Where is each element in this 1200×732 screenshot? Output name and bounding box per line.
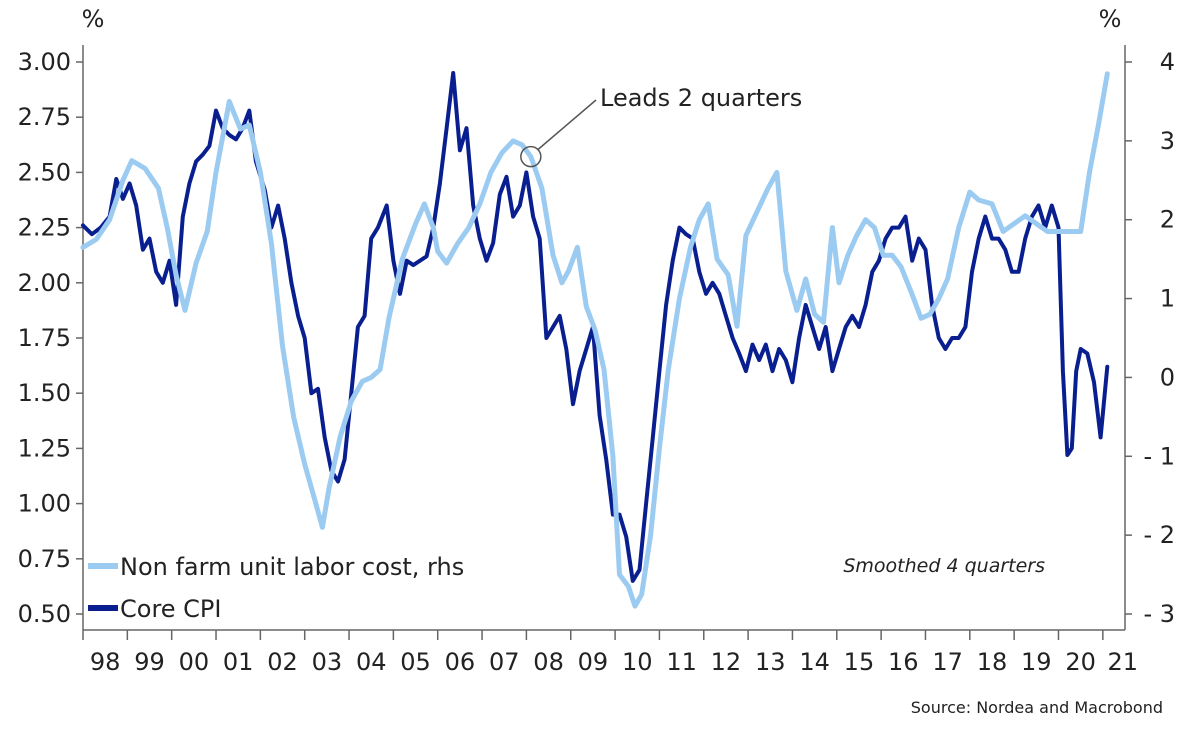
x-tick-label: 99 (134, 648, 165, 676)
x-tick-label: 02 (267, 648, 298, 676)
x-tick-label: 19 (1021, 648, 1052, 676)
right-tick-label: - 3 (1143, 600, 1175, 628)
x-tick-label: 21 (1108, 648, 1139, 676)
x-tick-label: 15 (844, 648, 875, 676)
left-tick-label: 2.25 (18, 214, 71, 242)
axes: 3.00 2.75 2.50 2.25 2.00 1.75 1.50 1.25 1.00 0.75… (18, 45, 1175, 676)
right-tick-label: 0 (1160, 363, 1175, 391)
x-tick-label: 05 (400, 648, 431, 676)
x-tick-label: 18 (977, 648, 1008, 676)
annotation: Leads 2 quarters (520, 84, 802, 168)
left-tick-label: 0.50 (18, 600, 71, 628)
x-tick-label: 10 (622, 648, 653, 676)
x-tick-label: 16 (888, 648, 919, 676)
right-tick-label: - 2 (1143, 521, 1175, 549)
x-tick-label: 06 (445, 648, 476, 676)
x-tick-label: 01 (223, 648, 254, 676)
x-tick-label: 07 (489, 648, 520, 676)
x-tick-label: 00 (179, 648, 210, 676)
x-tick-label: 13 (755, 648, 786, 676)
left-axis-unit: % (82, 5, 105, 33)
series-line-non-farm-unit-labor-cost-rhs (80, 71, 1110, 609)
right-tick-label: 4 (1160, 48, 1175, 76)
legend: Non farm unit labor cost, rhs Core CPI (88, 553, 464, 623)
source-text: Source: Nordea and Macrobond (911, 698, 1163, 717)
left-tick-label: 2.50 (18, 158, 71, 186)
left-tick-label: 1.50 (18, 379, 71, 407)
annotation-marker (520, 145, 542, 168)
chart-note: Smoothed 4 quarters (843, 555, 1045, 577)
left-tick-label: 1.00 (18, 490, 71, 518)
x-tick-label: 08 (533, 648, 564, 676)
x-tick-label: 11 (666, 648, 697, 676)
right-tick-label: 3 (1160, 127, 1175, 155)
x-tick-label: 12 (711, 648, 742, 676)
series-layer (80, 71, 1110, 609)
left-tick-label: 3.00 (18, 48, 71, 76)
left-tick-label: 1.25 (18, 434, 71, 462)
left-tick-label: 1.75 (18, 324, 71, 352)
right-axis-unit: % (1099, 5, 1122, 33)
legend-label-core-cpi: Core CPI (120, 595, 221, 623)
annotation-text: Leads 2 quarters (600, 84, 802, 112)
legend-label-labor-cost: Non farm unit labor cost, rhs (120, 553, 464, 581)
right-tick-label: - 1 (1143, 442, 1175, 470)
x-tick-label: 98 (90, 648, 121, 676)
x-tick-label: 20 (1065, 648, 1096, 676)
x-tick-label: 09 (578, 648, 609, 676)
left-tick-label: 2.75 (18, 103, 71, 131)
right-tick-label: 2 (1160, 206, 1175, 234)
annotation-leader-line (537, 99, 597, 151)
x-tick-label: 04 (356, 648, 387, 676)
x-tick-label: 03 (312, 648, 343, 676)
left-tick-label: 0.75 (18, 545, 71, 573)
left-tick-label: 2.00 (18, 269, 71, 297)
x-tick-label: 14 (799, 648, 830, 676)
right-tick-label: 1 (1160, 285, 1175, 313)
x-tick-label: 17 (932, 648, 963, 676)
